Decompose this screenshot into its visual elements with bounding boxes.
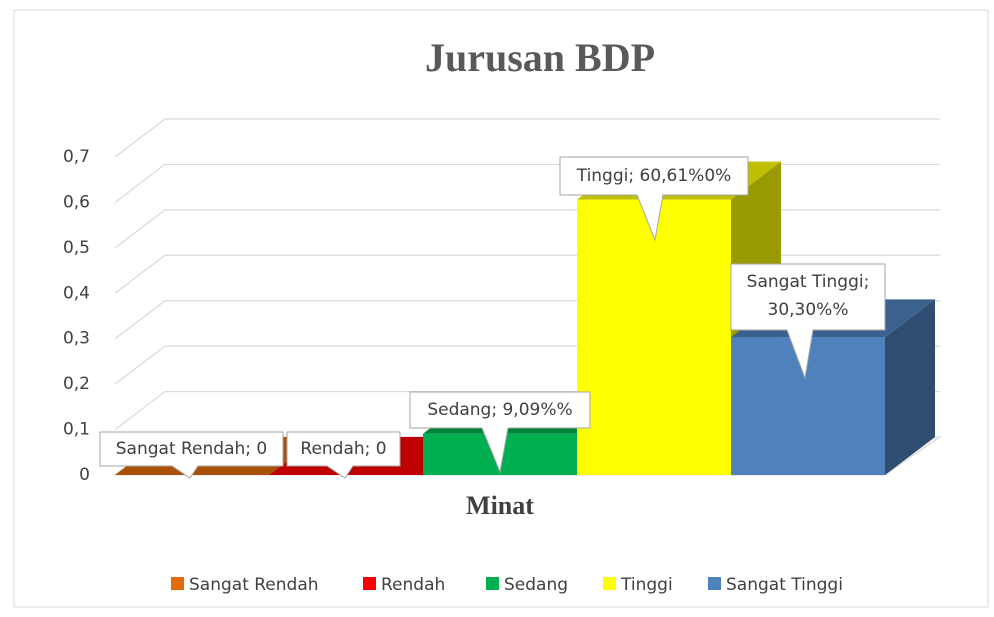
data-label: Sangat Rendah; 0: [116, 439, 267, 459]
callout-box: [730, 263, 886, 380]
y-tick-label: 0,3: [63, 329, 90, 349]
y-tick-label: 0,4: [63, 283, 90, 303]
callout-box: [99, 431, 284, 479]
y-tick-label: 0,2: [63, 374, 90, 394]
legend-label: Sangat Rendah: [189, 575, 319, 595]
y-tick-label: 0,1: [63, 420, 90, 440]
legend-label: Sangat Tinggi: [726, 575, 843, 595]
chart-title: Jurusan BDP: [425, 35, 655, 80]
legend-label: Rendah: [381, 575, 445, 595]
data-label: Rendah; 0: [300, 439, 386, 459]
legend-swatch: [171, 577, 184, 590]
data-label: Sedang; 9,09%%: [427, 400, 572, 420]
legend-swatch: [486, 577, 499, 590]
y-tick-label: 0: [79, 465, 90, 485]
x-category-label: Minat: [466, 491, 534, 520]
legend-label: Tinggi: [620, 575, 673, 595]
legend-label: Sedang: [504, 575, 568, 595]
callout-box: [559, 156, 749, 242]
callout-box: [409, 391, 591, 474]
y-tick-label: 0,5: [63, 238, 90, 258]
bar: [577, 199, 731, 476]
data-label: Sangat Tinggi; 30,30%%: [747, 272, 870, 320]
data-label: Tinggi; 60,61%0%: [576, 166, 732, 186]
grid-line: [114, 118, 940, 158]
legend-swatch: [603, 577, 616, 590]
y-tick-label: 0,6: [63, 192, 90, 212]
bar-side: [885, 299, 935, 475]
legend-swatch: [708, 577, 721, 590]
y-tick-label: 0,7: [63, 147, 90, 167]
legend-swatch: [363, 577, 376, 590]
callout-box: [286, 431, 401, 479]
